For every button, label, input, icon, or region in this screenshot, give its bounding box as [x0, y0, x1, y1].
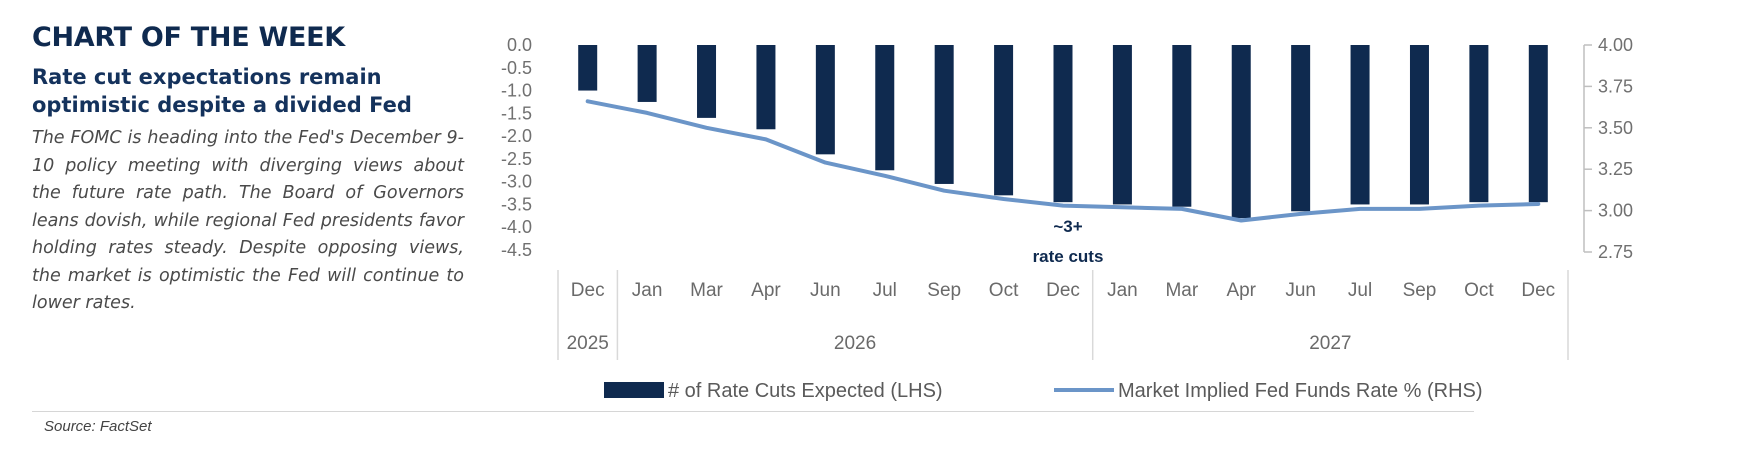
left-tick-label: -3.5 [501, 194, 532, 214]
rate-cut-bar [875, 45, 895, 171]
body-paragraph: The FOMC is heading into the Fed's Decem… [32, 128, 464, 313]
legend-bar-label: # of Rate Cuts Expected (LHS) [668, 380, 943, 402]
legend-bar-swatch [604, 382, 664, 398]
left-tick-label: 0.0 [507, 35, 532, 55]
x-category-label: Mar [1165, 280, 1198, 301]
rate-cut-bar [815, 45, 835, 155]
x-category-label: Jan [632, 280, 663, 301]
rate-cut-bar [1291, 45, 1311, 212]
x-axis-categories: Dec Jan Mar Apr Jun Jul Sep Oct Dec Jan Mar Apr Jun J… [571, 280, 1555, 301]
left-tick-label: -0.5 [501, 58, 532, 78]
year-label: 2026 [834, 333, 876, 354]
right-tick-label: 4.00 [1598, 35, 1633, 55]
right-tick-label: 3.25 [1598, 159, 1633, 179]
left-axis-ticks: 0.0 -0.5 -1.0-1.5 -2.0 -2.5 -3.0-3.5 -4.0 -4.5 [501, 35, 532, 260]
x-category-label: Sep [1403, 280, 1437, 301]
fed-funds-rate-line [585, 99, 1541, 223]
rate-cut-bar [1053, 45, 1073, 203]
rate-cut-bar [1469, 45, 1489, 203]
rate-cut-bar [934, 45, 954, 184]
rate-cut-bar [756, 45, 776, 130]
rate-cut-bar [637, 45, 657, 102]
text-panel: CHART OF THE WEEK Rate cut expectations … [32, 22, 464, 318]
left-tick-label: -1.5 [501, 103, 532, 123]
legend: # of Rate Cuts Expected (LHS) Market Imp… [604, 380, 1483, 402]
x-category-label: Jun [1285, 280, 1316, 301]
x-category-label: Sep [927, 280, 961, 301]
rate-cut-bar [1350, 45, 1370, 205]
annotation-line-2: rate cuts [1033, 247, 1104, 266]
left-tick-label: -1.0 [501, 81, 532, 101]
x-category-label: Jul [1348, 280, 1372, 301]
x-category-label: Jan [1107, 280, 1138, 301]
right-tick-label: 2.75 [1598, 242, 1633, 262]
rate-cut-bar [994, 45, 1014, 196]
rate-cut-bar [578, 45, 598, 91]
x-category-label: Dec [571, 280, 605, 301]
rate-cut-bar [697, 45, 717, 118]
chart-subtitle: Rate cut expectations remain optimistic … [32, 65, 412, 117]
x-category-label: Apr [1226, 280, 1256, 301]
annotation-line-1: ~3+ [1053, 217, 1082, 236]
left-tick-label: -4.5 [501, 240, 532, 260]
x-category-label: Mar [690, 280, 723, 301]
bar-series [578, 45, 1548, 219]
x-category-label: Oct [989, 280, 1019, 301]
rate-cut-bar [1409, 45, 1429, 205]
left-tick-label: -3.0 [501, 172, 532, 192]
kicker-title: CHART OF THE WEEK [32, 22, 345, 53]
source-note: Source: FactSet [44, 418, 152, 435]
year-label: 2025 [567, 333, 609, 354]
left-tick-label: -2.0 [501, 126, 532, 146]
x-category-label: Dec [1046, 280, 1080, 301]
right-axis-ticks: 4.00 3.75 3.50 3.25 3.00 2.75 [1584, 35, 1633, 262]
legend-line-label: Market Implied Fed Funds Rate % (RHS) [1118, 380, 1483, 402]
x-category-label: Apr [751, 280, 781, 301]
x-category-label: Jul [873, 280, 897, 301]
rate-cut-bar [1172, 45, 1192, 207]
year-label: 2027 [1309, 333, 1351, 354]
x-category-label: Oct [1464, 280, 1494, 301]
left-tick-label: -2.5 [501, 149, 532, 169]
left-tick-label: -4.0 [501, 217, 532, 237]
x-category-label: Jun [810, 280, 841, 301]
source-divider [32, 411, 1474, 412]
rate-cut-bar [1528, 45, 1548, 203]
right-tick-label: 3.00 [1598, 201, 1633, 221]
x-category-label: Dec [1521, 280, 1555, 301]
rate-cut-bar [1231, 45, 1251, 219]
right-tick-label: 3.75 [1598, 76, 1633, 96]
rate-cut-bar [1112, 45, 1132, 205]
right-tick-label: 3.50 [1598, 118, 1633, 138]
x-axis-years: 2025 2026 2027 [557, 270, 1569, 360]
